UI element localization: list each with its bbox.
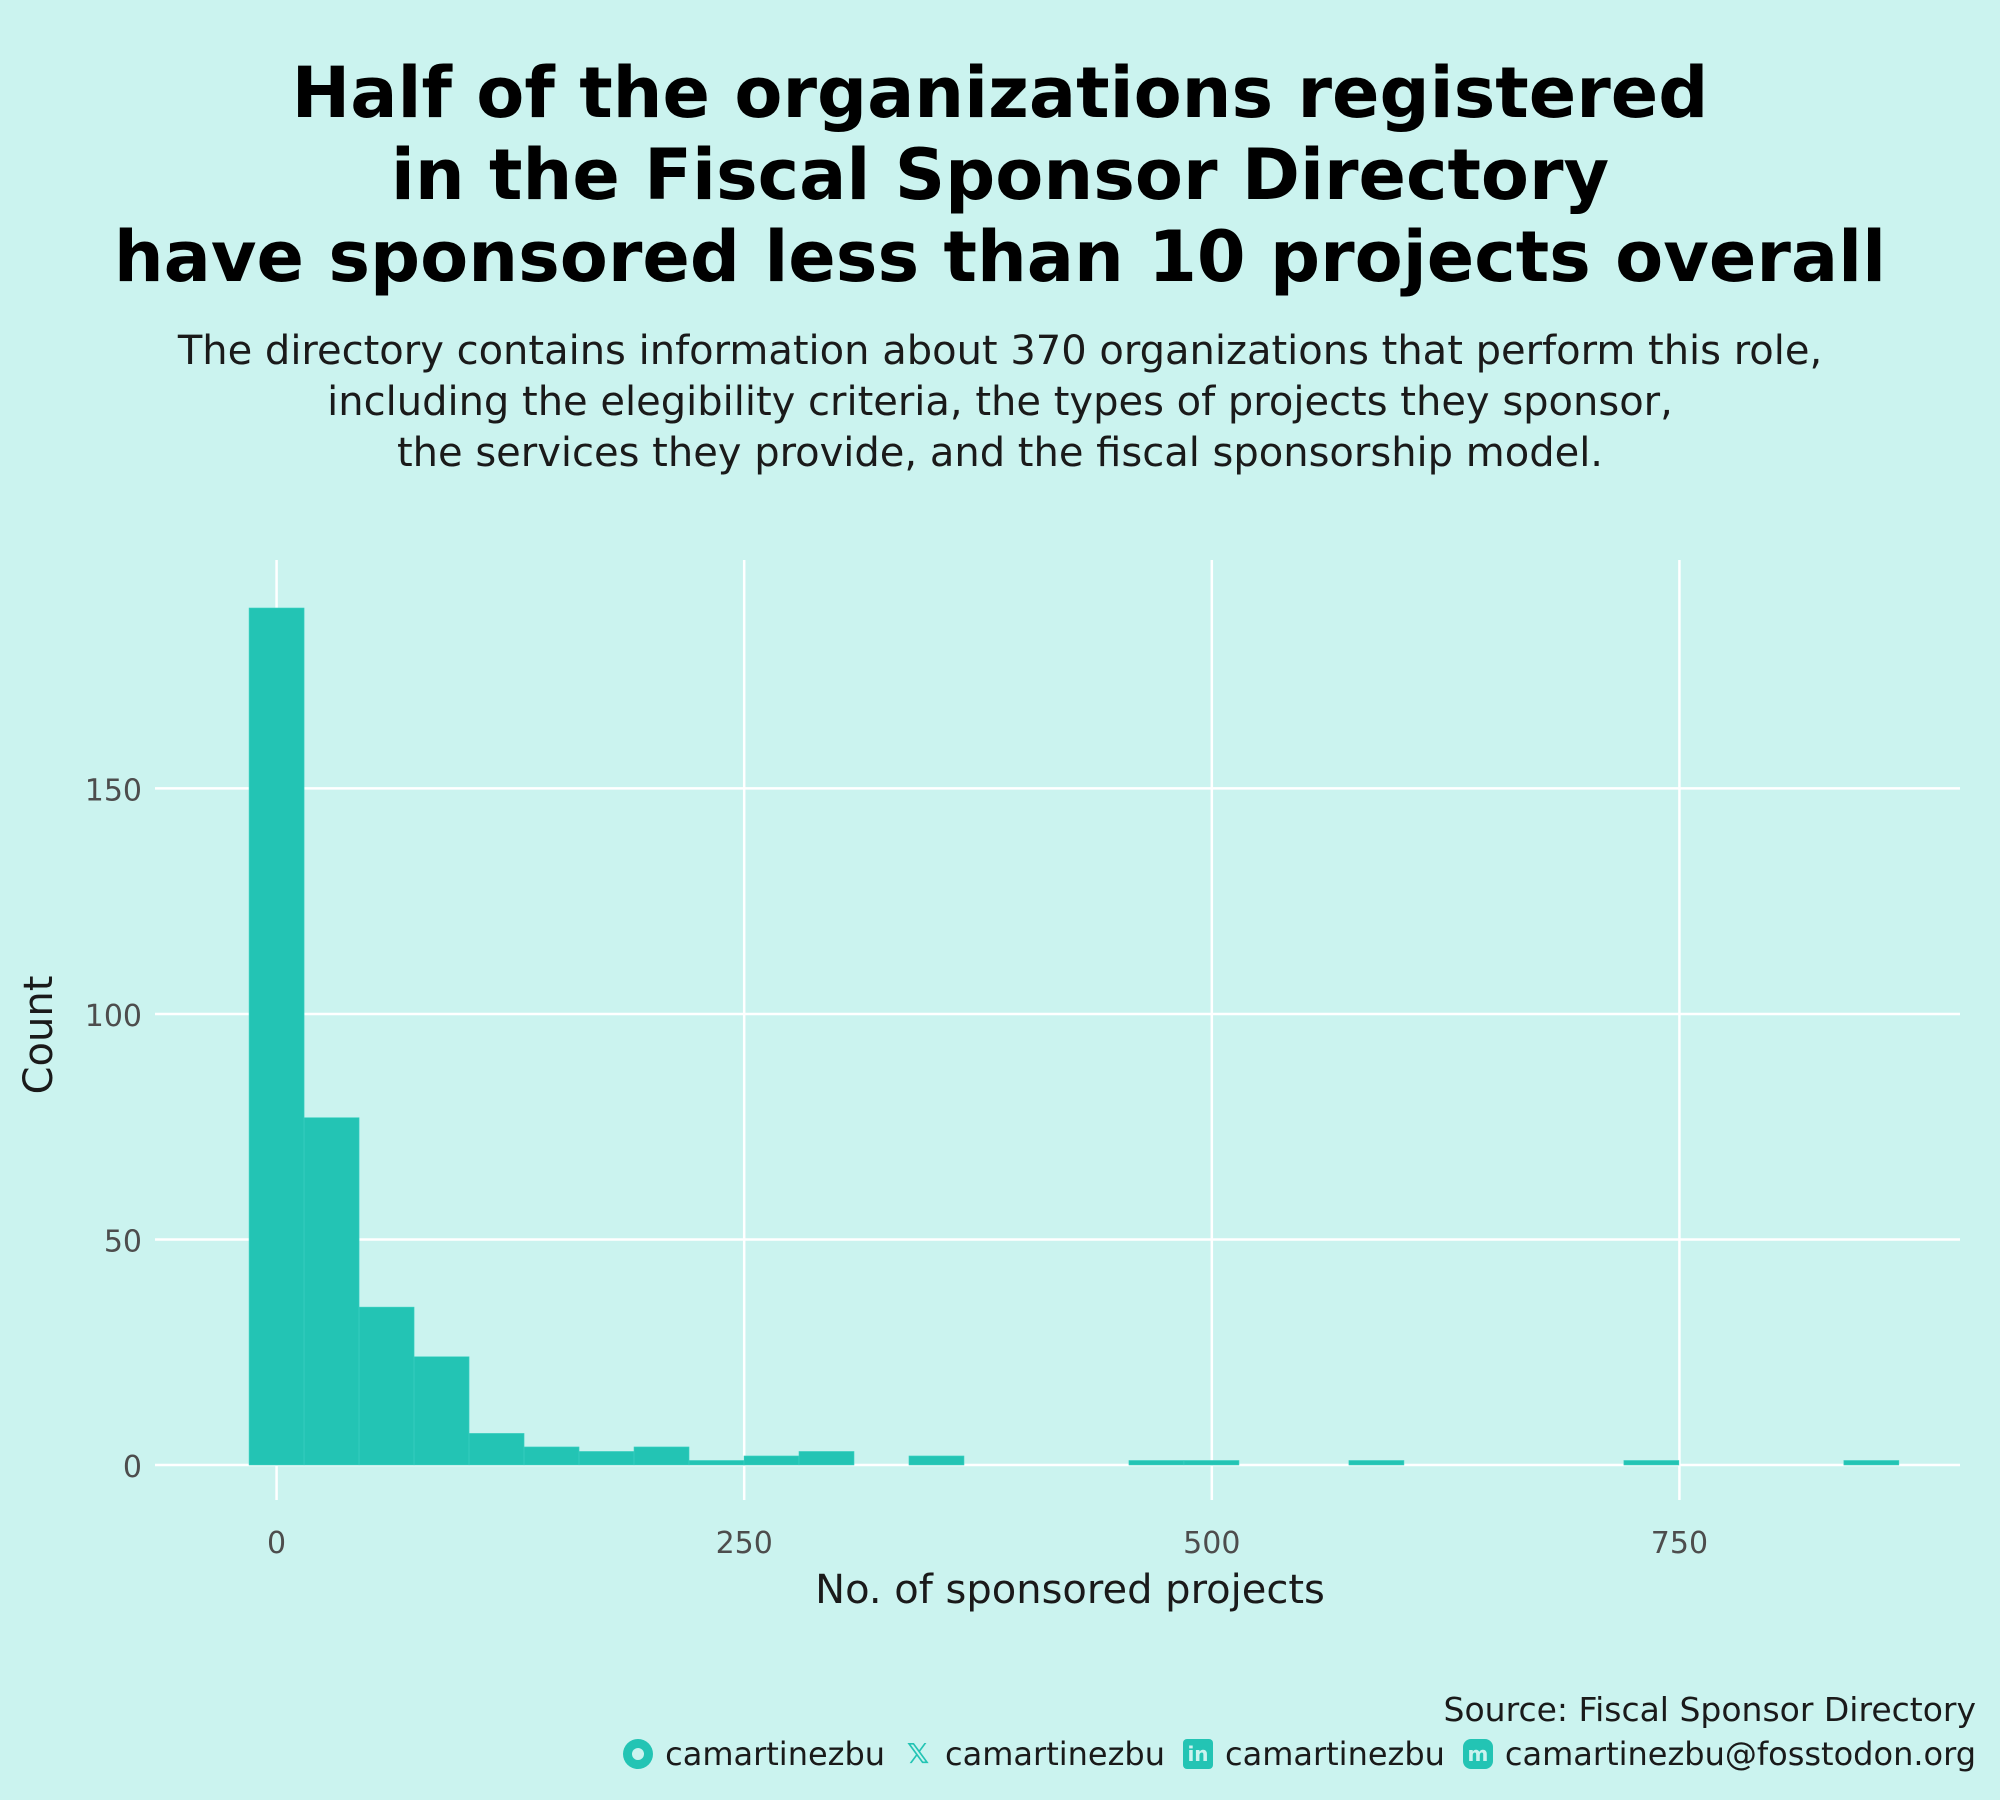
social-github[interactable]: camartinezbu (623, 1732, 885, 1776)
social-label: camartinezbu@fosstodon.org (1504, 1735, 1976, 1773)
y-tick-label: 100 (85, 999, 142, 1034)
subtitle-line: including the elegibility criteria, the … (327, 379, 1673, 425)
bars (248, 607, 1900, 1466)
histogram-bar (248, 607, 305, 1466)
social-linkedin[interactable]: in camartinezbu (1182, 1732, 1445, 1776)
footer: Source: Fiscal Sponsor Directory camarti… (605, 1688, 1976, 1776)
histogram-chart: 0 250 500 750 0 50 100 150 No. of sponsored pr… (16, 560, 1960, 1613)
x-tick-label: 500 (1183, 1526, 1240, 1561)
histogram-bar (1183, 1460, 1240, 1466)
subtitle-line: The directory contains information about… (177, 328, 1823, 374)
histogram-bar (1623, 1460, 1680, 1466)
histogram-bar (1843, 1460, 1900, 1466)
histogram-bar (633, 1446, 690, 1466)
x-axis-label: No. of sponsored projects (815, 1567, 1325, 1613)
histogram-bar (523, 1446, 580, 1466)
x-icon: 𝕏 (906, 1737, 930, 1770)
social-links: camartinezbu 𝕏 camartinezbu in camartine… (605, 1732, 1976, 1776)
histogram-bar (908, 1455, 965, 1466)
histogram-bar (413, 1356, 470, 1466)
histogram-bar (358, 1306, 415, 1466)
linkedin-icon: in (1182, 1739, 1213, 1769)
social-x[interactable]: 𝕏 camartinezbu (903, 1732, 1165, 1776)
social-mastodon[interactable]: m camartinezbu@fosstodon.org (1462, 1732, 1976, 1776)
y-tick-label: 0 (123, 1450, 142, 1485)
y-tick-label: 150 (85, 773, 142, 808)
histogram-bar (1128, 1460, 1185, 1466)
subtitle-line: the services they provide, and the fisca… (396, 430, 1604, 476)
source-note: Source: Fiscal Sponsor Directory (1443, 1690, 1976, 1729)
histogram-bar (1348, 1460, 1405, 1466)
histogram-bar (688, 1460, 745, 1466)
histogram-bar (798, 1451, 855, 1466)
social-label: camartinezbu (945, 1735, 1165, 1773)
x-tick-label: 750 (1651, 1526, 1708, 1561)
histogram-bar (468, 1433, 525, 1466)
x-tick-label: 0 (267, 1526, 286, 1561)
y-axis-label: Count (16, 976, 62, 1095)
social-label: camartinezbu (1224, 1735, 1445, 1773)
x-tick-labels: 0 250 500 750 (267, 1526, 1708, 1561)
y-tick-labels: 0 50 100 150 (85, 773, 142, 1485)
github-icon (623, 1739, 654, 1769)
title-line: Half of the organizations registered (291, 52, 1709, 134)
histogram-bar (303, 1117, 360, 1466)
title-line: in the Fiscal Sponsor Directory (390, 134, 1610, 216)
chart-subtitle: The directory contains information about… (0, 326, 2000, 479)
x-tick-label: 250 (716, 1526, 773, 1561)
mastodon-icon: m (1462, 1739, 1493, 1769)
histogram-bar (578, 1451, 635, 1466)
chart-title: Half of the organizations registered in … (0, 52, 2000, 298)
histogram-bar (743, 1455, 800, 1466)
social-label: camartinezbu (665, 1735, 886, 1773)
y-tick-label: 50 (104, 1224, 142, 1259)
title-line: have sponsored less than 10 projects ove… (113, 216, 1887, 298)
